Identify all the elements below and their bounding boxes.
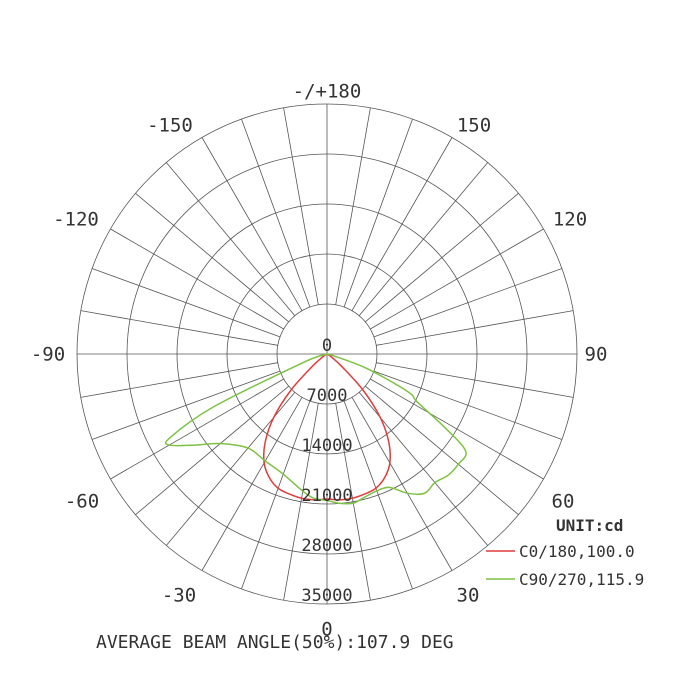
grid-spoke-50	[365, 385, 519, 516]
radial-tick-21000: 21000	[301, 486, 352, 506]
grid-spoke-170	[335, 107, 371, 305]
grid-spoke-160	[343, 118, 413, 308]
grid-spoke--140	[165, 162, 296, 316]
grid-spoke-70	[373, 370, 563, 440]
angle-label-90: 90	[585, 344, 608, 366]
beam-angle-footer: AVERAGE BEAM ANGLE(50%):107.9 DEG	[96, 632, 454, 653]
radial-tick-7000: 7000	[307, 386, 348, 406]
angle-label--120: -120	[53, 209, 99, 231]
radial-tick-35000: 35000	[301, 586, 352, 606]
grid-spoke--130	[135, 192, 289, 323]
grid-spoke-10	[335, 403, 371, 601]
grid-spoke-60	[370, 378, 544, 480]
angle-label-120: 120	[553, 209, 587, 231]
angle-label-180: -/+180	[293, 81, 362, 103]
grid-spoke--60	[110, 378, 284, 480]
angle-label-60: 60	[552, 491, 575, 513]
polar-grid	[76, 103, 578, 605]
grid-spoke--20	[241, 400, 311, 590]
grid-spoke-120	[370, 228, 544, 330]
center-label: 0	[322, 336, 332, 356]
series-curves	[164, 353, 467, 505]
grid-spoke--10	[283, 403, 319, 601]
angle-label-150: 150	[457, 115, 491, 137]
grid-spoke--80	[80, 362, 278, 398]
grid-spoke--120	[110, 228, 284, 330]
grid-spoke--70	[91, 370, 281, 440]
angle-label--150: -150	[147, 115, 193, 137]
series-curve-1	[164, 353, 467, 505]
grid-spoke-140	[358, 162, 489, 316]
grid-spoke-30	[351, 397, 453, 571]
angle-label-30: 30	[457, 585, 480, 607]
grid-spoke--150	[201, 137, 303, 311]
angle-label--60: -60	[65, 491, 99, 513]
grid-spoke--110	[91, 268, 281, 338]
grid-spoke-150	[351, 137, 453, 311]
series-curve-0	[262, 353, 392, 501]
angle-label--90: -90	[31, 344, 65, 366]
grid-spoke-130	[365, 192, 519, 323]
grid-spoke--50	[135, 385, 289, 516]
grid-spoke--100	[80, 310, 278, 346]
axis-labels: -/+180 150 -150 120 -120 90 -90 60 -60 30 -30 0 0 700…	[31, 81, 608, 641]
grid-spoke-110	[373, 268, 563, 338]
unit-label: UNIT:cd	[556, 516, 623, 535]
grid-spoke-20	[343, 400, 413, 590]
legend-label-c90: C90/270,115.9	[519, 570, 644, 589]
radial-tick-14000: 14000	[301, 436, 352, 456]
radial-tick-28000: 28000	[301, 536, 352, 556]
legend: C0/180,100.0 C90/270,115.9	[486, 542, 644, 589]
grid-spoke-100	[376, 310, 574, 346]
angle-label--30: -30	[162, 585, 196, 607]
angle-label-0: 0	[321, 619, 332, 641]
grid-spoke--170	[283, 107, 319, 305]
grid-spoke-80	[376, 362, 574, 398]
legend-label-c0: C0/180,100.0	[519, 542, 635, 561]
grid-spoke--30	[201, 397, 303, 571]
grid-spoke--160	[241, 118, 311, 308]
